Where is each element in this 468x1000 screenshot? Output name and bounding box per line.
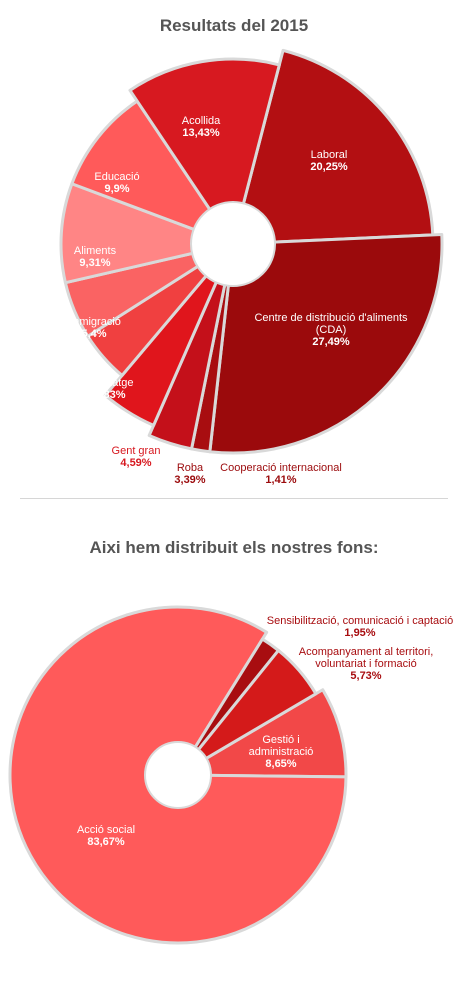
value-laboral: 20,25% <box>310 161 348 173</box>
label-text-habitatge: Habitatge <box>86 377 133 389</box>
value-gestio-i-administracio: 8,65% <box>265 758 296 770</box>
label-laboral: Laboral 20,25% <box>310 149 348 173</box>
label-text-gent-gran: Gent gran <box>112 445 161 457</box>
label-text-centre-de-distribucio-d-aliments-cda-1: Centre de distribució d'aliments <box>254 312 408 324</box>
value-accio-social: 83,67% <box>87 836 125 848</box>
label-text-accio-social: Acció social <box>77 824 135 836</box>
slice-aliments <box>59 182 235 285</box>
chart2-donut: Gestió i administració 8,65% Acció social 83… <box>8 605 453 945</box>
donut-hole <box>190 201 276 287</box>
label-text-educacio: Educació <box>94 171 139 183</box>
label-text-acollida: Acollida <box>182 115 221 127</box>
label-educacio: Educació 9,9% <box>94 171 139 195</box>
value-habitatge: 4,83% <box>94 389 125 401</box>
label-text-gestio-i-administracio-1: Gestió i <box>262 734 299 746</box>
slice-educacio <box>70 99 235 246</box>
label-cooperacio-internacional: Cooperació internacional 1,41% <box>220 462 342 486</box>
label-centre-de-distribucio-d-aliments-cda: Centre de distribució d'aliments (CDA) 27,… <box>254 312 408 348</box>
slice-gestio-i-administracio <box>176 688 348 779</box>
chart1-donut: Laboral 20,25% Centre de distribució d'ali… <box>59 48 444 486</box>
chart1-title: Resultats del 2015 <box>159 16 309 35</box>
label-sensibilitzacio-comunicacio-i-captacio: Sensibilització, comunicació i captació 1… <box>267 615 453 639</box>
label-text-gestio-i-administracio-2: administració <box>249 746 314 758</box>
slice-acompanyament-al-territori-voluntariat-i-formacio <box>176 648 318 777</box>
label-habitatge: Habitatge 4,83% <box>86 377 133 401</box>
donut-hole <box>144 741 212 809</box>
chart2-title: Aixi hem distribuit els nostres fons: <box>89 538 379 557</box>
label-text-laboral: Laboral <box>311 149 348 161</box>
value-centre-de-distribucio-d-aliments-cda: 27,49% <box>312 336 350 348</box>
value-sensibilitzacio-comunicacio-i-captacio: 1,95% <box>344 627 375 639</box>
label-aliments: Aliments 9,31% <box>74 245 117 269</box>
label-text-acompanyament-al-territori-voluntariat-i-formacio-1: Acompanyament al territori, <box>299 646 434 658</box>
value-immigracio: 5,4% <box>81 328 106 340</box>
value-aliments: 9,31% <box>79 257 110 269</box>
label-text-cooperacio-internacional: Cooperació internacional <box>220 462 342 474</box>
value-cooperacio-internacional: 1,41% <box>265 474 296 486</box>
label-text-acompanyament-al-territori-voluntariat-i-formacio-2: voluntariat i formació <box>315 658 417 670</box>
label-text-aliments: Aliments <box>74 245 117 257</box>
slice-gent-gran <box>103 242 235 427</box>
label-acollida: Acollida 13,43% <box>182 115 221 139</box>
label-gent-gran: Gent gran 4,59% <box>112 445 161 469</box>
label-text-roba: Roba <box>177 462 204 474</box>
value-acompanyament-al-territori-voluntariat-i-formacio: 5,73% <box>350 670 381 682</box>
label-text-sensibilitzacio-comunicacio-i-captacio: Sensibilització, comunicació i captació <box>267 615 453 627</box>
label-text-centre-de-distribucio-d-aliments-cda-2: (CDA) <box>316 324 347 336</box>
value-educacio: 9,9% <box>104 183 129 195</box>
label-text-immigracio: Immigració <box>67 316 121 328</box>
section-divider <box>20 498 448 499</box>
value-acollida: 13,43% <box>182 127 220 139</box>
label-accio-social: Acció social 83,67% <box>77 824 135 848</box>
label-acompanyament-al-territori-voluntariat-i-formacio: Acompanyament al territori, voluntariat i… <box>299 646 434 682</box>
label-roba: Roba 3,39% <box>174 462 205 486</box>
slice-laboral <box>231 48 435 246</box>
label-gestio-i-administracio: Gestió i administració 8,65% <box>249 734 314 770</box>
label-immigracio: Immigració 5,4% <box>67 316 121 340</box>
value-gent-gran: 4,59% <box>120 457 151 469</box>
slice-acollida <box>128 57 281 246</box>
value-roba: 3,39% <box>174 474 205 486</box>
slice-centre-de-distribucio-d-aliments-cda <box>208 233 444 455</box>
